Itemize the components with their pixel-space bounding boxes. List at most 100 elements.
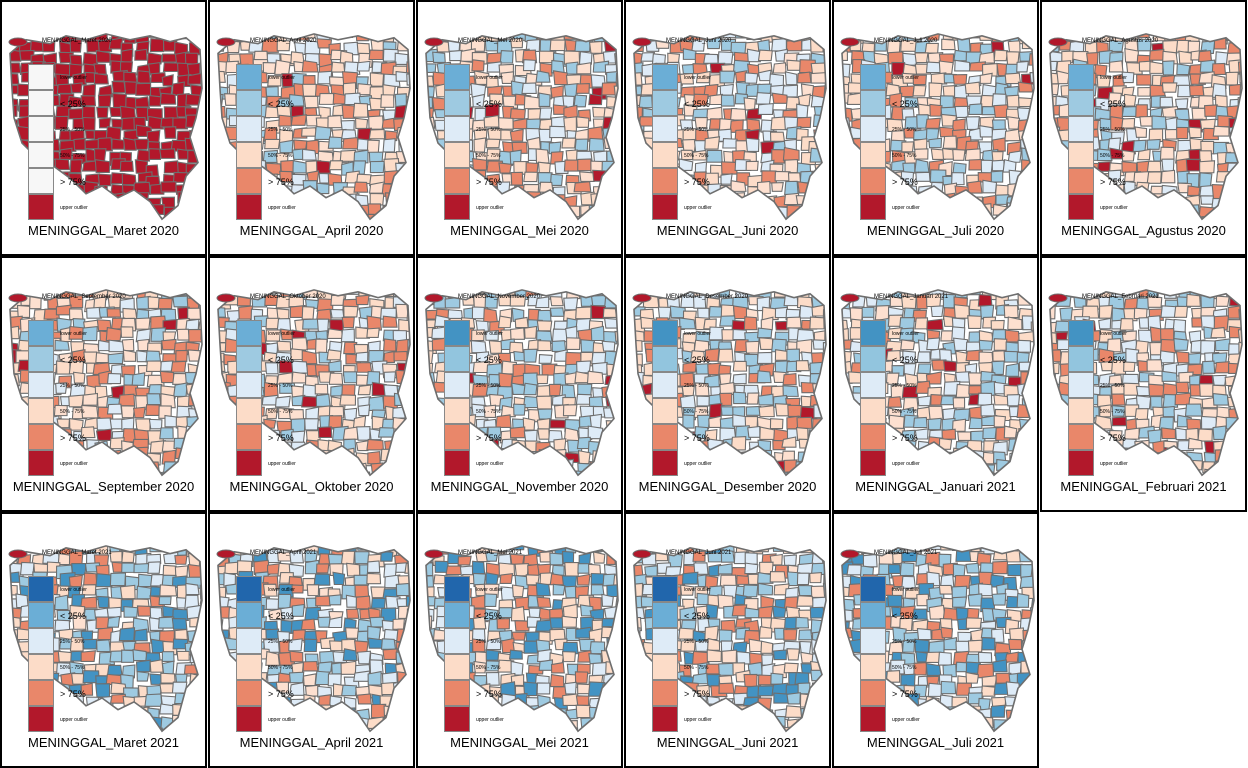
district-region: [30, 16, 45, 28]
legend-swatch: [1068, 90, 1094, 116]
district-region: [393, 350, 408, 362]
district-region: [339, 50, 354, 64]
district-region: [615, 447, 618, 461]
district-region: [276, 39, 291, 52]
district-region: [1108, 39, 1125, 53]
district-region: [952, 73, 968, 85]
district-region: [795, 427, 809, 441]
district-region: [405, 413, 410, 426]
legend-swatch: [28, 706, 54, 732]
district-region: [821, 462, 826, 476]
district-region: [1032, 370, 1034, 384]
district-region: [44, 276, 57, 288]
legend-label: 50% - 75%: [268, 409, 293, 415]
district-region: [834, 208, 841, 219]
district-region: [1035, 417, 1039, 430]
district-region: [1151, 115, 1167, 130]
district-region: [891, 275, 903, 285]
district-region: [605, 193, 618, 209]
district-region: [1135, 104, 1148, 118]
map-panel: MENINGGAL_Juli 2020 lower outlier < 25% 25%…: [832, 0, 1039, 256]
district-region: [917, 395, 932, 407]
district-region: [756, 327, 773, 339]
district-region: [1135, 385, 1151, 397]
district-region: [602, 458, 618, 471]
district-region: [1042, 93, 1045, 107]
district-region: [106, 308, 122, 318]
district-region: [1198, 383, 1215, 397]
district-region: [634, 384, 644, 397]
district-region: [426, 439, 434, 452]
district-region: [2, 674, 9, 685]
district-region: [732, 391, 747, 405]
district-region: [54, 594, 69, 611]
district-region: [97, 173, 112, 187]
district-region: [549, 125, 567, 139]
district-region: [145, 404, 161, 416]
district-region: [1123, 93, 1137, 107]
district-region: [771, 181, 784, 192]
district-region: [588, 396, 604, 408]
district-region: [409, 425, 410, 438]
district-region: [774, 360, 790, 374]
map-subtitle: MENINGGAL_Maret 2020: [42, 38, 112, 44]
district-region: [634, 393, 644, 408]
district-region: [842, 417, 851, 433]
legend-label: > 75%: [892, 433, 918, 443]
legend-swatch: [28, 90, 54, 116]
district-region: [886, 17, 900, 28]
district-region: [356, 60, 371, 72]
district-region: [1237, 362, 1242, 376]
district-region: [1111, 393, 1126, 406]
district-region: [691, 39, 706, 52]
district-region: [2, 75, 6, 85]
island-region: [8, 293, 28, 303]
district-region: [562, 404, 578, 417]
map-panel: MENINGGAL_Agustus 2020 lower outlier < 25%…: [1040, 0, 1247, 256]
district-region: [1017, 339, 1032, 353]
district-region: [1031, 181, 1034, 193]
district-region: [2, 594, 6, 606]
district-region: [952, 162, 967, 174]
district-region: [1164, 128, 1180, 140]
district-region: [993, 394, 1010, 406]
district-region: [1042, 371, 1044, 384]
district-region: [97, 38, 113, 53]
district-region: [161, 33, 177, 39]
district-region: [814, 19, 827, 33]
district-region: [210, 562, 211, 575]
district-region: [1173, 449, 1186, 464]
district-region: [1240, 138, 1242, 152]
district-region: [418, 273, 419, 286]
district-region: [834, 429, 836, 438]
district-region: [1135, 195, 1149, 207]
district-region: [842, 171, 843, 186]
district-region: [1016, 60, 1029, 73]
district-region: [484, 18, 500, 29]
district-region: [682, 414, 695, 429]
district-region: [330, 308, 345, 319]
district-region: [834, 385, 836, 397]
district-region: [537, 408, 553, 420]
district-region: [658, 275, 674, 283]
district-region: [426, 184, 435, 197]
legend-label: lower outlier: [60, 587, 87, 593]
district-region: [161, 53, 178, 63]
district-region: [914, 428, 929, 440]
map-panel: MENINGGAL_Maret 2020 lower outlier < 25% 25…: [0, 0, 207, 256]
district-region: [107, 615, 121, 628]
district-region: [626, 439, 632, 450]
district-region: [2, 408, 4, 421]
district-region: [316, 160, 331, 174]
district-region: [743, 316, 758, 331]
district-region: [119, 160, 134, 172]
district-region: [10, 139, 20, 153]
district-region: [1042, 283, 1044, 297]
district-region: [1050, 406, 1062, 419]
district-region: [10, 181, 18, 194]
district-region: [1176, 274, 1191, 286]
district-region: [784, 71, 798, 86]
map-panel: MENINGGAL_Desember 2020 lower outlier < 25…: [624, 256, 831, 512]
district-region: [210, 31, 217, 43]
district-region: [57, 650, 75, 663]
